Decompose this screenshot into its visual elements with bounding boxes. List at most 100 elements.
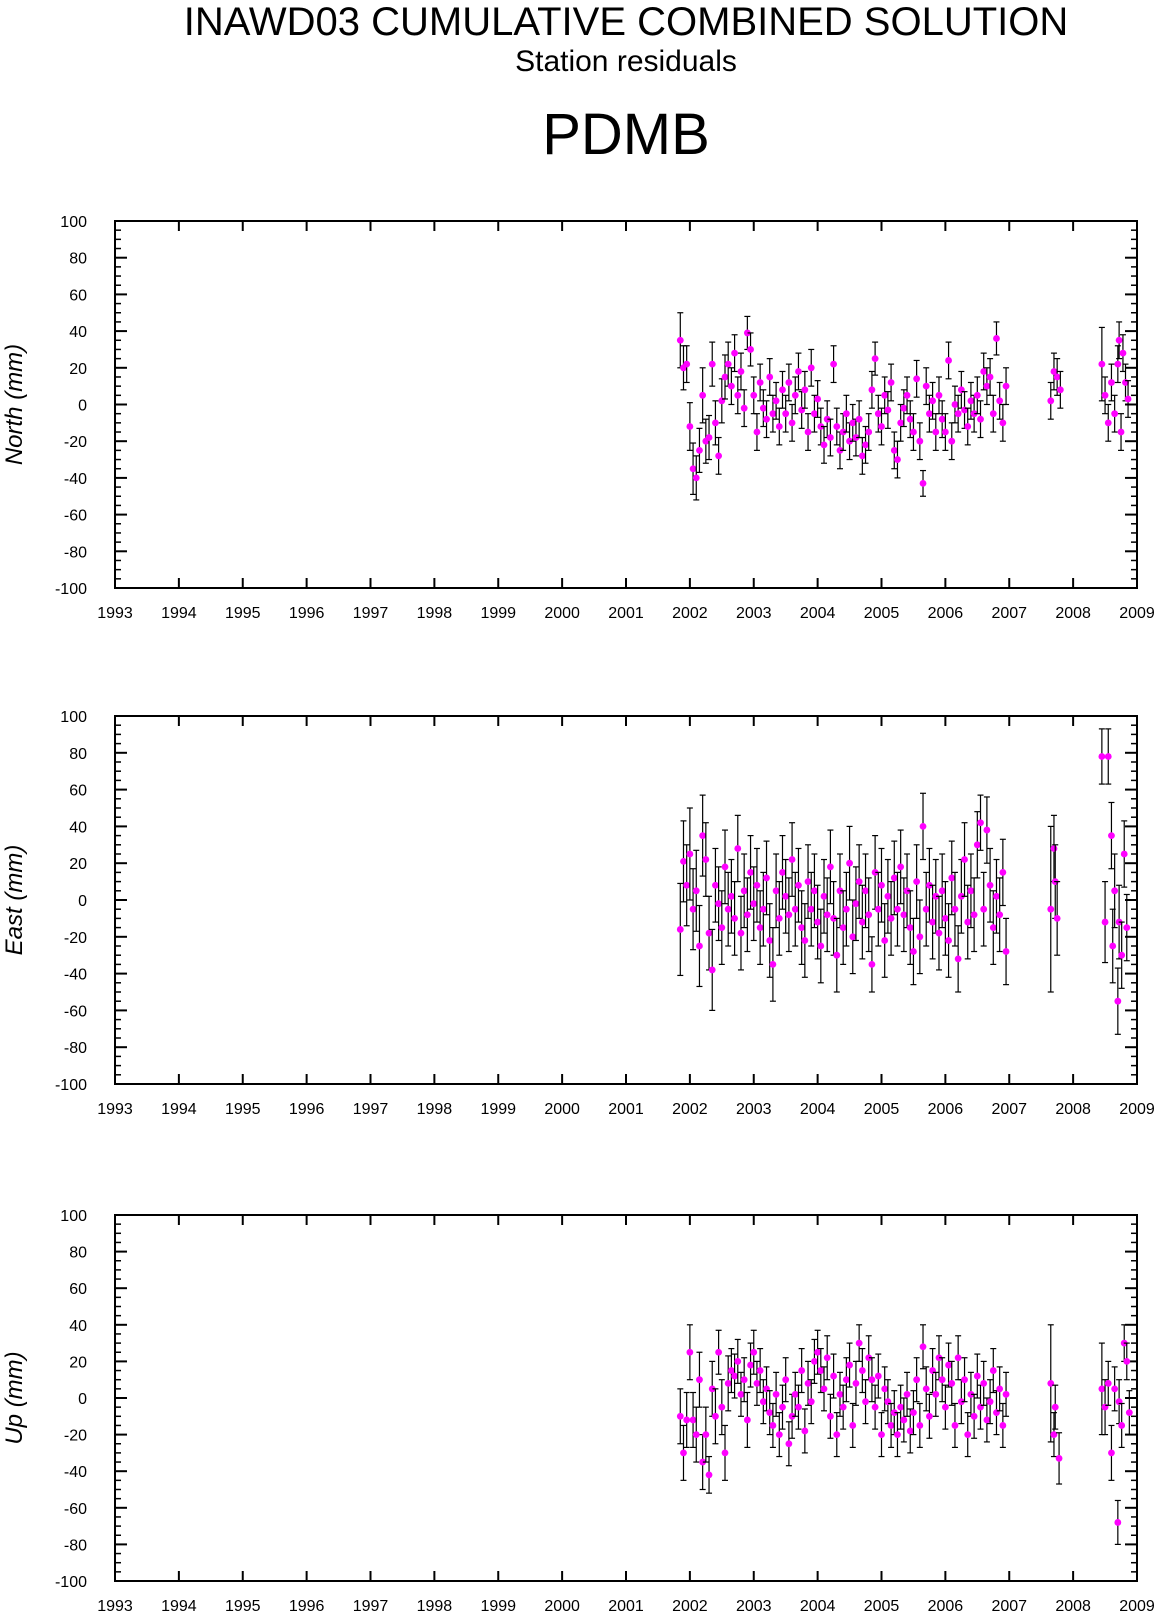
up-data-point (849, 1422, 857, 1429)
up-data-point (1125, 1409, 1133, 1417)
north-data-point (759, 404, 767, 412)
north-data-point (980, 368, 988, 375)
up-data-point (967, 1390, 975, 1398)
up-data-point (865, 1354, 873, 1362)
east-data-point (676, 926, 684, 933)
north-data-point (852, 434, 860, 441)
up-data-point (756, 1367, 764, 1374)
north-panel: 1993 1994 1995 1996 1997 1998 1999 2000 2001 2002… (1, 214, 1155, 622)
north-y-tick-label: 60 (69, 287, 87, 304)
east-data-point (945, 937, 952, 944)
up-data-point (945, 1361, 952, 1369)
east-data-point (753, 881, 761, 889)
up-y-tick-label: -80 (64, 1537, 87, 1554)
east-data-point (977, 819, 984, 827)
up-data-point (759, 1398, 767, 1406)
north-x-tick-label: 1993 (97, 605, 133, 622)
east-data-point (772, 887, 780, 895)
up-data-point (919, 1343, 927, 1351)
east-data-point (1047, 905, 1055, 913)
north-data-point (740, 404, 748, 412)
east-data-point (689, 905, 697, 913)
north-y-tick-label: -40 (64, 471, 87, 488)
up-data-point (1108, 1449, 1115, 1457)
up-data-point (862, 1398, 869, 1406)
up-data-point (999, 1422, 1007, 1429)
north-data-point (715, 452, 723, 460)
east-data-point (747, 869, 754, 876)
north-y-tick-label: -100 (55, 581, 87, 598)
up-data-point (820, 1385, 828, 1393)
east-data-point (980, 905, 988, 913)
up-data-point (1055, 1454, 1063, 1462)
up-data-point (680, 1449, 687, 1457)
up-data-point (916, 1422, 924, 1429)
up-data-point (798, 1367, 806, 1374)
north-data-point (785, 379, 793, 386)
north-y-tick-label: 80 (69, 251, 87, 268)
east-data-point (1114, 997, 1122, 1005)
up-x-tick-label: 1995 (225, 1598, 261, 1615)
north-data-point (769, 410, 777, 418)
up-data-point (983, 1416, 991, 1424)
east-x-tick-label: 2003 (736, 1101, 772, 1118)
east-data-point (941, 915, 949, 922)
north-data-point (791, 391, 799, 399)
east-data-point (737, 929, 745, 937)
east-data-point (833, 951, 841, 959)
north-data-point (1108, 379, 1115, 386)
east-data-point (865, 911, 873, 919)
up-data-point (881, 1385, 889, 1393)
east-data-point (756, 924, 764, 931)
north-data-point (897, 419, 905, 427)
up-data-point (779, 1403, 786, 1411)
east-data-point (919, 823, 927, 830)
north-data-point (977, 415, 984, 423)
up-data-point (724, 1379, 732, 1387)
east-data-point (1002, 948, 1010, 955)
north-data-point (750, 391, 758, 399)
up-data-point (989, 1367, 997, 1374)
east-data-point (705, 929, 713, 937)
up-data-point (753, 1379, 761, 1387)
east-data-point (871, 869, 879, 876)
east-data-point (929, 918, 936, 926)
east-data-point (702, 856, 710, 863)
north-data-point (922, 382, 930, 390)
up-data-point (708, 1385, 716, 1393)
north-data-point (724, 360, 732, 368)
north-data-point (795, 368, 802, 375)
north-data-point (782, 410, 790, 418)
east-x-tick-label: 2008 (1055, 1101, 1091, 1118)
east-x-tick-label: 2001 (608, 1101, 644, 1118)
east-data-point (785, 911, 793, 919)
east-data-point (855, 878, 863, 885)
east-data-point (724, 905, 732, 913)
east-data-point (820, 892, 828, 900)
east-data-point (894, 905, 901, 913)
east-data-point (852, 900, 860, 908)
east-y-tick-label: -20 (64, 930, 87, 947)
up-x-tick-label: 1997 (353, 1598, 389, 1615)
north-data-point (858, 452, 866, 460)
up-data-point (718, 1403, 726, 1411)
east-data-point (769, 961, 777, 968)
up-data-point (715, 1348, 723, 1356)
north-data-point (855, 415, 863, 423)
east-data-point (887, 915, 895, 922)
north-data-point (938, 415, 946, 423)
east-data-point (715, 900, 723, 908)
east-data-point (795, 881, 802, 889)
north-data-point (814, 395, 822, 403)
up-data-point (795, 1403, 802, 1411)
east-x-tick-label: 1997 (353, 1101, 389, 1118)
east-data-point (858, 918, 866, 926)
north-data-point (973, 391, 981, 399)
up-data-point (804, 1379, 812, 1387)
north-data-point (1119, 349, 1127, 357)
up-data-point (686, 1348, 694, 1356)
east-data-point (788, 856, 796, 863)
north-data-point (747, 346, 754, 353)
east-x-tick-label: 2006 (928, 1101, 964, 1118)
east-data-point (708, 966, 716, 974)
